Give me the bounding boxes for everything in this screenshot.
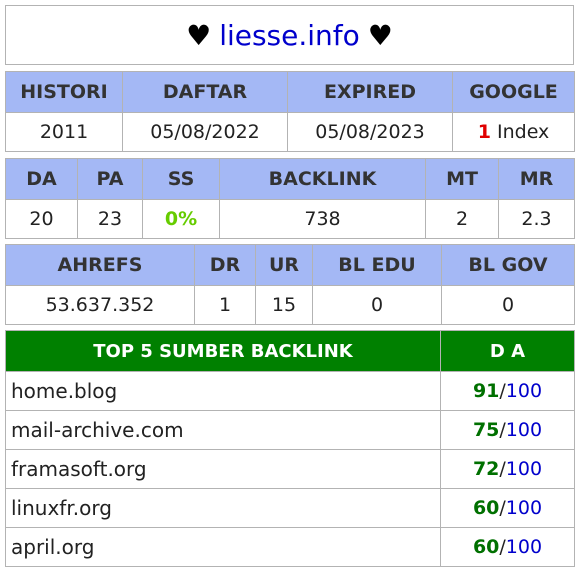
backlink-da: 60/100 bbox=[440, 527, 575, 567]
header-bl-edu: BL EDU bbox=[312, 244, 442, 286]
backlink-da-separator: / bbox=[499, 380, 506, 402]
value-ss: 0% bbox=[142, 199, 220, 239]
backlink-da-max: 100 bbox=[505, 458, 543, 480]
header-mr: MR bbox=[498, 158, 575, 200]
backlink-da-separator: / bbox=[499, 458, 506, 480]
backlink-da-max: 100 bbox=[505, 419, 543, 441]
header-daftar: DAFTAR bbox=[122, 71, 288, 113]
value-expired: 05/08/2023 bbox=[287, 112, 453, 152]
header-ur: UR bbox=[255, 244, 313, 286]
backlink-site[interactable]: mail-archive.com bbox=[5, 410, 441, 450]
value-backlink: 738 bbox=[219, 199, 426, 239]
header-backlink: BACKLINK bbox=[219, 158, 426, 200]
value-dr: 1 bbox=[194, 285, 256, 325]
header-dr: DR bbox=[194, 244, 256, 286]
value-mr: 2.3 bbox=[498, 199, 575, 239]
backlink-da-value: 60 bbox=[472, 536, 500, 558]
value-histori: 2011 bbox=[5, 112, 123, 152]
site-title: ♥ liesse.info ♥ bbox=[5, 5, 574, 65]
backlink-site[interactable]: home.blog bbox=[5, 371, 441, 411]
value-da: 20 bbox=[5, 199, 78, 239]
value-ahrefs: 53.637.352 bbox=[5, 285, 195, 325]
backlink-da-separator: / bbox=[499, 419, 506, 441]
value-pa: 23 bbox=[77, 199, 143, 239]
table-row: linuxfr.org 60/100 bbox=[5, 488, 575, 528]
header-ss: SS bbox=[142, 158, 220, 200]
backlink-da-value: 75 bbox=[472, 419, 500, 441]
header-expired: EXPIRED bbox=[287, 71, 453, 113]
header-top-backlinks: TOP 5 SUMBER BACKLINK bbox=[5, 330, 441, 372]
value-bl-gov: 0 bbox=[441, 285, 575, 325]
backlink-site[interactable]: april.org bbox=[5, 527, 441, 567]
table-row: home.blog 91/100 bbox=[5, 371, 575, 411]
header-da: DA bbox=[5, 158, 78, 200]
header-histori: HISTORI bbox=[5, 71, 123, 113]
google-index-count: 1 bbox=[477, 121, 491, 143]
table-row: april.org 60/100 bbox=[5, 527, 575, 567]
authority-metrics-table: DA PA SS BACKLINK MT MR 20 23 0% 738 2 2… bbox=[5, 158, 575, 239]
backlink-da-separator: / bbox=[499, 536, 506, 558]
header-bl-gov: BL GOV bbox=[441, 244, 575, 286]
backlink-da-value: 60 bbox=[472, 497, 500, 519]
heart-icon-left: ♥ bbox=[186, 18, 212, 52]
domain-info-table: HISTORI DAFTAR EXPIRED GOOGLE 2011 05/08… bbox=[5, 71, 575, 152]
backlink-da-max: 100 bbox=[505, 536, 543, 558]
value-ur: 15 bbox=[255, 285, 313, 325]
header-top-da: D A bbox=[440, 330, 575, 372]
value-google: 1 Index bbox=[452, 112, 575, 152]
header-ahrefs: AHREFS bbox=[5, 244, 195, 286]
header-mt: MT bbox=[425, 158, 499, 200]
backlink-site[interactable]: linuxfr.org bbox=[5, 488, 441, 528]
heart-icon-right: ♥ bbox=[367, 18, 393, 52]
backlink-da-value: 72 bbox=[472, 458, 500, 480]
domain-name[interactable]: liesse.info bbox=[219, 18, 360, 52]
google-index-label: Index bbox=[496, 121, 550, 143]
value-bl-edu: 0 bbox=[312, 285, 442, 325]
backlink-da: 75/100 bbox=[440, 410, 575, 450]
backlink-site[interactable]: framasoft.org bbox=[5, 449, 441, 489]
top-backlinks-table: TOP 5 SUMBER BACKLINK D A home.blog 91/1… bbox=[5, 330, 575, 567]
header-google: GOOGLE bbox=[452, 71, 575, 113]
value-mt: 2 bbox=[425, 199, 499, 239]
header-pa: PA bbox=[77, 158, 143, 200]
backlink-da-separator: / bbox=[499, 497, 506, 519]
ahrefs-metrics-table: AHREFS DR UR BL EDU BL GOV 53.637.352 1 … bbox=[5, 244, 575, 325]
backlink-da: 91/100 bbox=[440, 371, 575, 411]
value-daftar: 05/08/2022 bbox=[122, 112, 288, 152]
table-row: framasoft.org 72/100 bbox=[5, 449, 575, 489]
backlink-da: 60/100 bbox=[440, 488, 575, 528]
backlink-da: 72/100 bbox=[440, 449, 575, 489]
backlink-da-value: 91 bbox=[472, 380, 500, 402]
backlink-da-max: 100 bbox=[505, 380, 543, 402]
table-row: mail-archive.com 75/100 bbox=[5, 410, 575, 450]
backlink-da-max: 100 bbox=[505, 497, 543, 519]
